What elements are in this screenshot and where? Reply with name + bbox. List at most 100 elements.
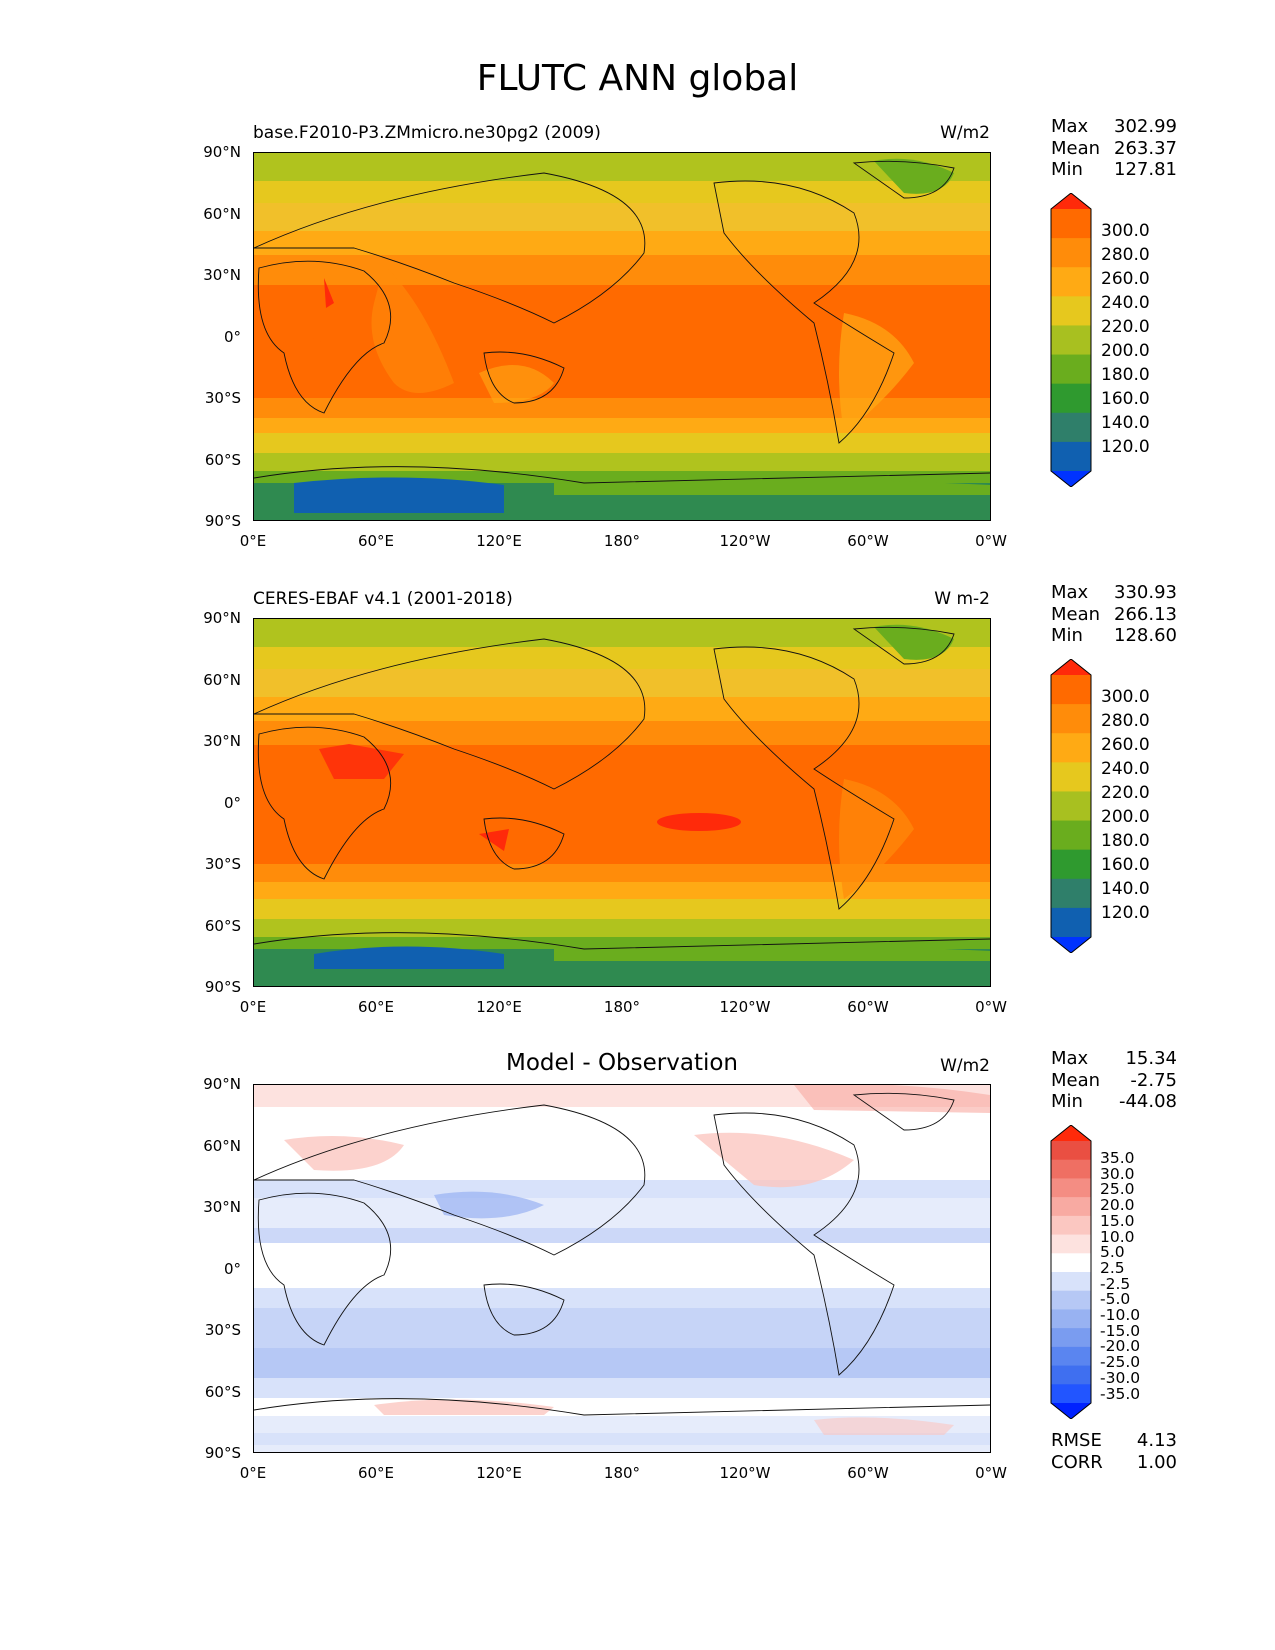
colorbar-label: 15.0	[1100, 1211, 1135, 1230]
colorbar-segment	[1051, 412, 1091, 443]
colorbar-segment	[1051, 1365, 1091, 1385]
colorbar-outline	[1050, 659, 1092, 953]
colorbar-segment	[1051, 1159, 1091, 1179]
stat-label: Min	[1051, 1091, 1083, 1112]
colorbar-labels: 35.0 30.0 25.0 20.0 15.0 10.0 5.0 2.5 -2.5 -5.0 -1…	[1100, 1149, 1141, 1403]
stat-max: 302.99	[1114, 116, 1177, 137]
stat-label: Max	[1051, 582, 1089, 603]
colorbar-label: 20.0	[1100, 1196, 1135, 1215]
x-tick: 0°E	[239, 998, 267, 1016]
stat-mean: -2.75	[1130, 1069, 1177, 1091]
y-tick: 60°S	[204, 1383, 241, 1401]
colorbar-label: -30.0	[1100, 1368, 1141, 1387]
colorbar-segment	[1051, 1309, 1091, 1329]
colorbar	[1050, 193, 1092, 487]
colorbar-segment	[1051, 296, 1091, 326]
colorbar-label: 160.0	[1101, 389, 1150, 409]
colorbar-extend-bottom	[1051, 471, 1091, 487]
colorbar-label: 260.0	[1101, 735, 1150, 755]
colorbar-segment	[1051, 267, 1091, 297]
colorbar-label: -20.0	[1100, 1337, 1141, 1356]
contour-map	[254, 153, 990, 520]
colorbar-label: 120.0	[1101, 437, 1150, 457]
y-tick: 30°S	[204, 1321, 241, 1339]
y-tick: 30°N	[203, 1198, 241, 1216]
colorbar-segment	[1051, 1234, 1091, 1254]
contour-map	[254, 619, 990, 986]
colorbar-extend-top	[1051, 1125, 1091, 1141]
colorbar-label: 180.0	[1101, 831, 1150, 851]
map-model	[253, 152, 991, 521]
colorbar-label: 240.0	[1101, 759, 1150, 779]
colorbar-label: 240.0	[1101, 293, 1150, 313]
stat-label: Min	[1051, 625, 1083, 646]
colorbar-segment	[1051, 354, 1091, 385]
colorbar-segment	[1051, 441, 1091, 472]
colorbar-label: 140.0	[1101, 879, 1150, 899]
x-tick: 0°W	[975, 532, 1007, 550]
colorbar-label: -5.0	[1100, 1290, 1131, 1309]
stat-label: Max	[1051, 1048, 1089, 1069]
y-tick: 90°S	[204, 512, 241, 530]
colorbar-outline	[1050, 193, 1092, 487]
colorbar-label: 35.0	[1100, 1149, 1135, 1167]
stat-min: 127.81	[1114, 159, 1177, 180]
colorbar-label: 30.0	[1100, 1164, 1135, 1183]
colorbar-label: 260.0	[1101, 269, 1150, 289]
x-tick: 180°	[603, 998, 641, 1016]
map-observation	[253, 618, 991, 987]
colorbar-label: 300.0	[1101, 221, 1150, 241]
colorbar-segment	[1051, 238, 1091, 268]
colorbar-segment	[1051, 820, 1091, 851]
colorbar-label: -25.0	[1100, 1353, 1141, 1372]
stat-mean: 263.37	[1114, 137, 1177, 159]
panel-title: CERES-EBAF v4.1 (2001-2018)	[253, 589, 513, 609]
y-tick: 60°N	[203, 1137, 241, 1155]
colorbar-extend-top	[1051, 659, 1091, 675]
colorbar-label: 2.5	[1100, 1258, 1125, 1277]
colorbar-label: 280.0	[1101, 245, 1150, 265]
x-tick: 60°E	[357, 1464, 395, 1482]
x-tick: 120°W	[719, 998, 771, 1016]
x-tick: 60°W	[847, 998, 889, 1016]
colorbar-segment	[1051, 1272, 1091, 1292]
x-tick: 60°W	[847, 1464, 889, 1482]
x-tick: 120°W	[719, 1464, 771, 1482]
stats-box: Max 302.99 Mean 263.37 Min 127.81	[1051, 116, 1177, 181]
colorbar-segment	[1051, 791, 1091, 822]
colorbar-label: 200.0	[1101, 807, 1150, 827]
colorbar-extend-bottom	[1051, 1403, 1091, 1419]
y-tick: 90°N	[203, 1075, 241, 1093]
x-tick: 120°E	[476, 532, 522, 550]
colorbar-segment	[1051, 878, 1091, 909]
y-tick: 30°S	[204, 855, 241, 873]
panel-title: base.F2010-P3.ZMmicro.ne30pg2 (2009)	[253, 123, 601, 143]
x-tick: 60°E	[357, 998, 395, 1016]
y-tick: 30°S	[204, 389, 241, 407]
colorbar-label: -2.5	[1100, 1274, 1131, 1293]
colorbar-segment	[1051, 1328, 1091, 1348]
stats-box: Max 15.34 Mean -2.75 Min -44.08	[1051, 1048, 1177, 1113]
y-tick: 90°N	[203, 143, 241, 161]
colorbar-segment	[1051, 762, 1091, 792]
colorbar-segment	[1051, 1384, 1091, 1404]
colorbar-segment	[1051, 849, 1091, 880]
colorbar-label: 25.0	[1100, 1180, 1135, 1199]
stat-max: 15.34	[1125, 1048, 1177, 1069]
colorbar-label: -10.0	[1100, 1306, 1141, 1325]
colorbar-label: -35.0	[1100, 1384, 1141, 1403]
stat-label: Max	[1051, 116, 1089, 137]
metrics-box: RMSE 4.13 CORR 1.00	[1051, 1430, 1177, 1473]
y-tick: 60°S	[204, 917, 241, 935]
colorbar-segment	[1051, 907, 1091, 938]
y-tick: 30°N	[203, 732, 241, 750]
colorbar-extend-top	[1051, 193, 1091, 209]
metric-corr: 1.00	[1136, 1451, 1177, 1473]
units-label: W/m2	[940, 123, 990, 143]
colorbar	[1050, 1125, 1092, 1419]
y-tick: 60°S	[204, 451, 241, 469]
colorbar-segment	[1051, 209, 1091, 239]
y-tick: 90°N	[203, 609, 241, 627]
stat-label: Mean	[1051, 1069, 1101, 1091]
colorbar	[1050, 659, 1092, 953]
